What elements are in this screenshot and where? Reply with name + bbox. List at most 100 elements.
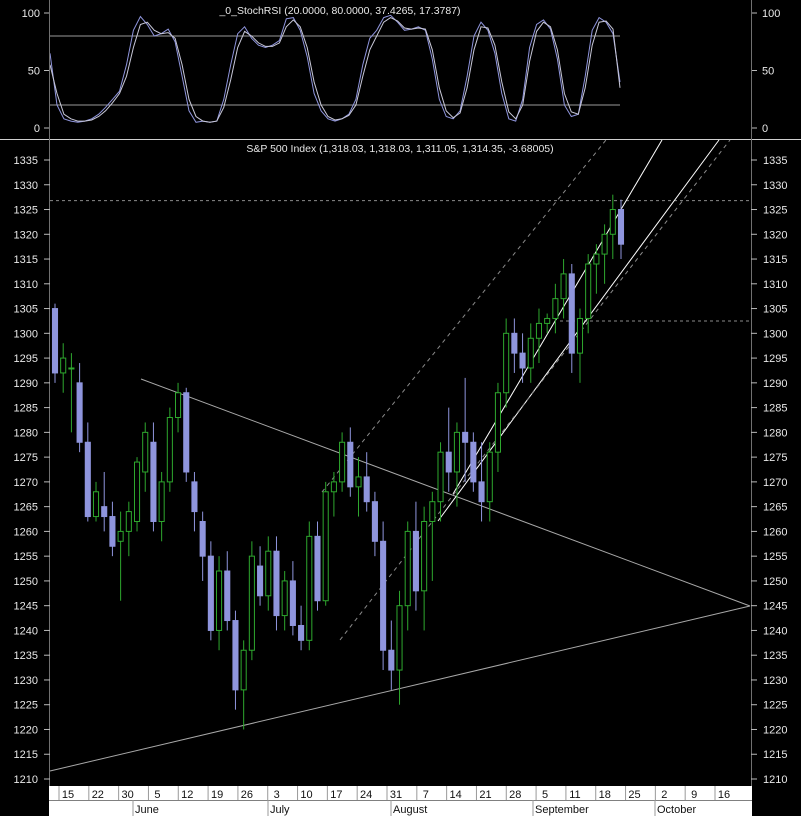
candle-20 xyxy=(207,541,214,641)
x-month-july: July xyxy=(270,804,290,816)
candle-10 xyxy=(125,501,132,557)
candle-67 xyxy=(593,244,600,294)
candle-6 xyxy=(92,481,100,522)
stochrsi-tick-right-0: 0 xyxy=(762,123,768,135)
candle-46 xyxy=(421,506,428,631)
price-tick-left-1245: 1245 xyxy=(14,601,38,613)
price-tick-right-1210: 1210 xyxy=(763,774,787,786)
price-tick-left-1210: 1210 xyxy=(14,774,38,786)
candle-body-up xyxy=(396,605,403,671)
candle-42 xyxy=(388,620,395,690)
price-tick-left-1250: 1250 xyxy=(14,576,38,588)
candle-18 xyxy=(191,471,198,532)
x-tick-16: 16 xyxy=(718,789,730,801)
candle-70 xyxy=(617,199,625,260)
candle-body-up xyxy=(494,392,501,453)
candle-22 xyxy=(224,551,231,631)
price-tick-left-1325: 1325 xyxy=(14,205,38,217)
price-tick-right-1235: 1235 xyxy=(763,650,787,662)
price-tick-left-1270: 1270 xyxy=(14,477,38,489)
price-tick-left-1260: 1260 xyxy=(14,526,38,538)
x-tick-26: 26 xyxy=(241,789,253,801)
candle-body-up xyxy=(166,417,173,483)
candle-3 xyxy=(68,353,75,433)
price-tick-left-1275: 1275 xyxy=(14,452,38,464)
candle-body-down xyxy=(347,441,354,488)
price-tick-right-1280: 1280 xyxy=(763,427,787,439)
candle-body-up xyxy=(117,530,124,542)
candle-34 xyxy=(322,481,329,606)
candle-68 xyxy=(601,224,608,284)
price-tick-right-1230: 1230 xyxy=(763,675,787,687)
candle-body-up xyxy=(248,555,255,651)
candle-body-up xyxy=(92,491,100,518)
candle-body-down xyxy=(51,308,59,374)
candle-37 xyxy=(347,427,354,497)
price-tick-right-1290: 1290 xyxy=(763,378,787,390)
candle-body-down xyxy=(150,441,157,522)
price-tick-left-1315: 1315 xyxy=(14,254,38,266)
x-month-labels: June July August September October xyxy=(132,800,696,816)
candle-body-down xyxy=(207,555,214,631)
candle-45 xyxy=(412,501,419,611)
candle-39 xyxy=(363,452,370,512)
channel-dashed-upper xyxy=(321,139,607,493)
candle-body-up xyxy=(142,431,149,473)
candle-66 xyxy=(585,254,592,334)
x-tick-30: 30 xyxy=(122,789,134,801)
price-tick-left-1225: 1225 xyxy=(14,700,38,712)
price-tick-right-1330: 1330 xyxy=(763,180,787,192)
x-tick-labels: 15 22 30 5 12 19 26 3 10 17 24 31 7 14 21 28 5 11 18 25 2 9 16 xyxy=(58,786,730,801)
price-tick-right-1315: 1315 xyxy=(763,254,787,266)
candle-33 xyxy=(314,521,321,611)
candle-15 xyxy=(166,407,173,492)
price-tick-left-1235: 1235 xyxy=(14,650,38,662)
price-tick-left-1330: 1330 xyxy=(14,180,38,192)
price-tick-left-1265: 1265 xyxy=(14,502,38,514)
candle-21 xyxy=(216,556,223,651)
candle-body-down xyxy=(183,392,190,473)
trendline-upper-triangle xyxy=(140,378,751,607)
candle-24 xyxy=(240,640,247,730)
price-tick-right-1245: 1245 xyxy=(763,601,787,613)
candle-body-down xyxy=(445,451,452,473)
price-tick-right-1325: 1325 xyxy=(763,205,787,217)
candle-36 xyxy=(339,432,346,492)
candle-body-down xyxy=(257,565,264,597)
candle-30 xyxy=(289,561,296,636)
x-tick-15: 15 xyxy=(62,789,74,801)
candle-body-down xyxy=(412,530,419,592)
candle-body-down xyxy=(76,382,83,443)
price-tick-left-1230: 1230 xyxy=(14,675,38,687)
candle-29 xyxy=(281,571,288,631)
candle-body-up xyxy=(585,263,592,319)
stochrsi-series-1 xyxy=(49,14,621,123)
candle-5 xyxy=(84,422,91,522)
candle-body-up xyxy=(503,332,510,394)
candle-19 xyxy=(199,511,206,581)
price-tick-right-1285: 1285 xyxy=(763,403,787,415)
price-tick-right-1300: 1300 xyxy=(763,328,787,340)
candle-27 xyxy=(265,536,272,611)
candle-body-down xyxy=(388,649,395,671)
price-tick-labels: 1210 1210 1215 1215 1220 1220 1225 1225 1230 1230… xyxy=(14,155,788,786)
stochrsi-tick-left-100: 100 xyxy=(22,8,40,20)
candle-body-up xyxy=(216,570,223,631)
candle-body-up xyxy=(527,337,534,369)
candle-body-up xyxy=(355,476,362,488)
x-month-june: June xyxy=(135,804,159,816)
candle-body-down xyxy=(511,332,518,354)
candle-body-down xyxy=(109,516,116,547)
candle-50 xyxy=(453,422,460,507)
candle-body-up xyxy=(306,535,313,641)
candle-43 xyxy=(396,590,403,705)
x-tick-5: 5 xyxy=(542,789,548,801)
candle-65 xyxy=(576,308,584,383)
candle-body-down xyxy=(273,550,280,617)
candle-35 xyxy=(330,471,337,517)
candle-54 xyxy=(486,442,493,522)
candle-47 xyxy=(429,491,436,581)
candle-38 xyxy=(355,457,362,517)
candle-25 xyxy=(248,541,255,661)
